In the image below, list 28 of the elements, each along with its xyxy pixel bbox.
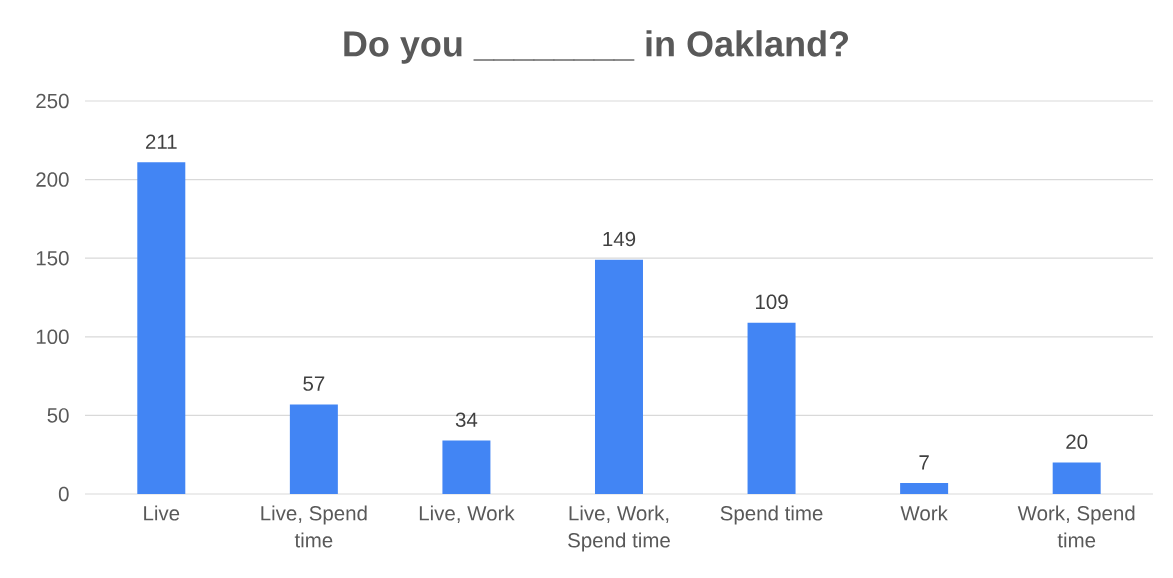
bar	[137, 162, 186, 494]
data-label: 34	[455, 412, 478, 428]
y-tick-label: 250	[36, 93, 69, 109]
data-label: 211	[145, 134, 177, 149]
bar	[289, 404, 338, 494]
x-tick-label: Work	[900, 505, 948, 521]
y-tick-label: 0	[58, 486, 69, 502]
data-label: 109	[756, 294, 788, 310]
bar	[900, 482, 949, 494]
y-tick-label: 150	[36, 250, 69, 266]
x-tick-label: Live, Work	[419, 505, 515, 523]
bar	[442, 440, 491, 494]
x-tick-label: Live	[144, 505, 180, 521]
data-label: 57	[303, 376, 325, 391]
x-tick-label: Work, Spend time	[1017, 505, 1135, 548]
bar	[747, 322, 796, 494]
y-tick-label: 50	[47, 408, 69, 423]
data-label: 7	[919, 455, 929, 470]
bar	[594, 259, 643, 494]
bar	[1052, 462, 1101, 494]
x-tick-label: Spend time	[720, 505, 823, 525]
data-label: 20	[1066, 434, 1088, 450]
data-label: 149	[603, 231, 636, 247]
x-tick-label: Live, Spend time	[261, 505, 367, 548]
y-tick-label: 200	[36, 172, 69, 187]
chart-title: Do you ________ in Oakland?	[344, 30, 849, 64]
y-tick-label: 100	[36, 329, 69, 345]
x-tick-label: Live, Work, Spend time	[568, 505, 670, 552]
